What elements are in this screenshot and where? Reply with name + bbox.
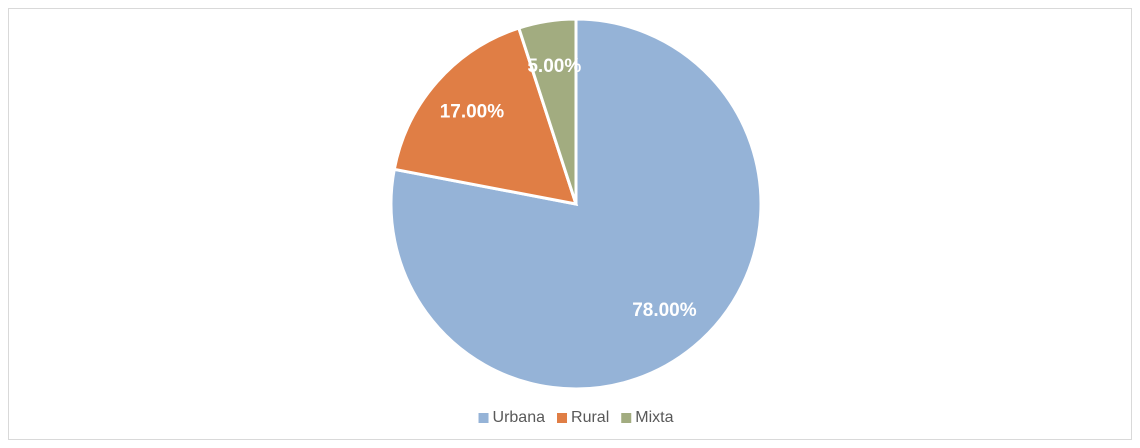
legend: Urbana Rural Mixta — [478, 409, 674, 426]
legend-label: Mixta — [635, 409, 673, 426]
data-labels: 78.00% 17.00% 5.00% — [440, 56, 697, 321]
legend-label: Rural — [571, 409, 609, 426]
data-label: 78.00% — [632, 300, 697, 321]
pie-slice — [516, 17, 578, 205]
pie — [389, 17, 763, 391]
pie-slice — [389, 17, 763, 391]
legend-swatch — [557, 413, 568, 423]
data-label: 17.00% — [440, 101, 505, 122]
data-label: 5.00% — [527, 56, 581, 77]
legend-label: Urbana — [493, 409, 546, 426]
legend-swatch — [478, 413, 489, 423]
legend-swatch — [621, 413, 632, 423]
pie-slice — [392, 26, 579, 206]
